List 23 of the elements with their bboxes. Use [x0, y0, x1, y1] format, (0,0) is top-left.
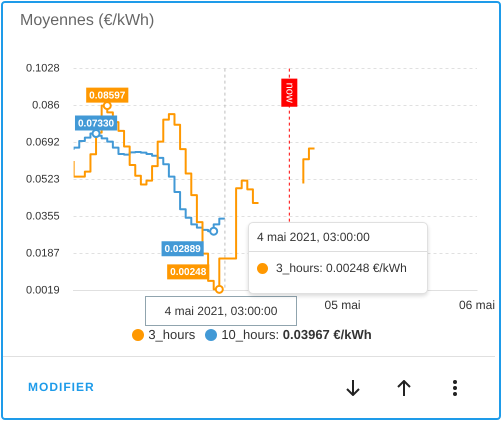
- y-tick-label: 0.1028: [26, 62, 60, 75]
- data-label: 0.00248: [170, 267, 207, 278]
- data-label: 0.07330: [78, 118, 115, 130]
- text: 4 mai 2021, 03:00:00: [145, 296, 297, 326]
- y-tick-label: 0.086: [32, 100, 60, 112]
- x-tick-label: 06 mai: [458, 298, 496, 312]
- y-tick-label: 0.0523: [26, 174, 60, 186]
- data-label: 0.08597: [89, 90, 126, 102]
- x-tick-label: 05 mai: [324, 298, 361, 312]
- text: 0.03967 €/kWh: [282, 327, 372, 342]
- legend-label: 10_hours: [221, 327, 276, 342]
- ref-line-label: now: [283, 82, 296, 103]
- data-label: 0.02889: [164, 244, 202, 255]
- text: MODIFIER: [28, 380, 95, 394]
- legend-label: 3_hours: [147, 327, 196, 342]
- y-tick-label: 0.0019: [26, 284, 60, 297]
- annotation: 3_hours: 0.00248 €/kWh: [276, 261, 407, 275]
- text: :: [276, 327, 280, 342]
- y-tick-label: 0.0187: [26, 248, 60, 260]
- y-tick-label: 0.0355: [26, 210, 60, 223]
- annotation: 4 mai 2021, 03:00:00: [249, 223, 427, 252]
- chart-title: Moyennes (€/kWh): [20, 12, 154, 30]
- y-tick-label: 0.0692: [26, 136, 60, 149]
